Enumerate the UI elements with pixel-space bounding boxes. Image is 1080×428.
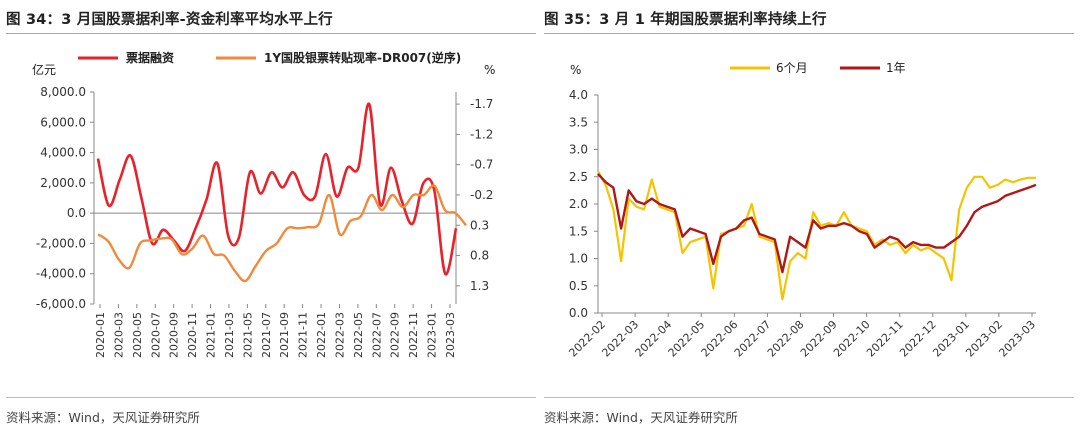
left-y-unit-label: 亿元	[32, 62, 56, 77]
left-y-tick-label: -2,000.0	[36, 236, 86, 250]
x-tick-label: 2020-07	[149, 312, 162, 358]
right-y-tick-label: -0.7	[470, 158, 493, 172]
title-divider	[544, 33, 1074, 34]
x-tick-label: 2023-03	[996, 318, 1038, 360]
x-tick-label: 2021-05	[241, 312, 254, 358]
y-tick-label: 4.0	[569, 88, 588, 102]
x-tick-label: 2020-01	[94, 312, 107, 358]
x-tick-label: 2023-01	[426, 312, 439, 358]
left-y-tick-label: -4,000.0	[36, 267, 86, 281]
y-tick-label: 1.5	[569, 224, 588, 238]
y-tick-label: 2.0	[569, 197, 588, 211]
right-chart-svg: %4.03.53.02.52.01.51.00.50.02022-022022-…	[566, 61, 1038, 360]
legend-label-1-year: 1年	[886, 61, 906, 75]
x-tick-label: 2020-05	[131, 312, 144, 358]
legend-label-spread: 1Y国股银票转贴现率-DR007(逆序)	[264, 50, 461, 65]
source-divider	[544, 397, 1074, 398]
x-tick-label: 2021-07	[260, 312, 273, 358]
x-tick-label: 2020-11	[186, 312, 199, 358]
right-y-tick-label: 0.8	[470, 249, 489, 263]
left-chart-source: 资料来源：Wind，天风证券研究所	[6, 410, 200, 425]
right-y-tick-label: -1.2	[470, 127, 493, 141]
x-tick-label: 2021-11	[297, 312, 310, 358]
legend-label-bill-financing: 票据融资	[126, 50, 174, 65]
x-tick-label: 2022-09	[389, 312, 402, 358]
x-tick-label: 2023-03	[444, 312, 457, 358]
left-y-tick-label: 4,000.0	[40, 146, 86, 160]
x-tick-label: 2022-03	[333, 312, 346, 358]
right-y-tick-label: -1.7	[470, 97, 493, 111]
y-tick-label: 0.0	[569, 306, 588, 320]
left-y-tick-label: 8,000.0	[40, 85, 86, 99]
source-divider	[6, 397, 536, 398]
y-tick-label: 3.5	[569, 115, 588, 129]
x-tick-label: 2022-07	[370, 312, 383, 358]
right-chart-source: 资料来源：Wind，天风证券研究所	[544, 410, 738, 425]
right-y-tick-label: -0.2	[470, 188, 493, 202]
y-tick-label: 0.5	[569, 279, 588, 293]
left-chart-title: 图 34：3 月国股票据利率-资金利率平均水平上行	[6, 12, 333, 28]
x-tick-label: 2020-03	[112, 312, 125, 358]
left-chart-panel: 图 34：3 月国股票据利率-资金利率平均水平上行 亿元% 8,000.0 6,00…	[6, 0, 536, 428]
y-unit-label: %	[570, 63, 581, 77]
title-divider	[6, 33, 536, 34]
x-tick-label: 2021-09	[278, 312, 291, 358]
series-line-6-month	[597, 170, 1036, 301]
left-y-tick-label: 0.0	[67, 206, 86, 220]
left-y-tick-label: 2,000.0	[40, 176, 86, 190]
y-tick-label: 3.0	[569, 143, 588, 157]
x-tick-label: 2021-01	[205, 312, 218, 358]
left-y-tick-label: -6,000.0	[36, 297, 86, 311]
right-y-tick-label: 1.3	[470, 279, 489, 293]
y-tick-label: 2.5	[569, 170, 588, 184]
right-y-tick-label: 0.3	[470, 218, 489, 232]
right-chart-panel: 图 35：3 月 1 年期国股票据利率持续上行 % 4.0 3.5 3.0 2.5 2.0…	[544, 0, 1074, 428]
x-tick-label: 2020-09	[168, 312, 181, 358]
x-tick-label: 2022-05	[352, 312, 365, 358]
series-line-bill-financing	[96, 102, 458, 276]
right-chart-title: 图 35：3 月 1 年期国股票据利率持续上行	[544, 12, 827, 28]
series-line-spread	[97, 184, 467, 283]
y-tick-label: 1.0	[569, 252, 588, 266]
series-line-1-year	[597, 173, 1037, 274]
right-y-unit-label: %	[484, 63, 495, 77]
left-y-tick-label: 6,000.0	[40, 115, 86, 129]
x-tick-label: 2021-03	[223, 312, 236, 358]
x-tick-label: 2022-11	[407, 312, 420, 358]
legend-label-6-month: 6个月	[776, 61, 808, 75]
x-tick-label: 2022-01	[315, 312, 328, 358]
left-chart-svg: 亿元 % 8,000.0 6,000.0 4,000.0 2,000.0 0.0 -2,000…	[32, 50, 495, 358]
